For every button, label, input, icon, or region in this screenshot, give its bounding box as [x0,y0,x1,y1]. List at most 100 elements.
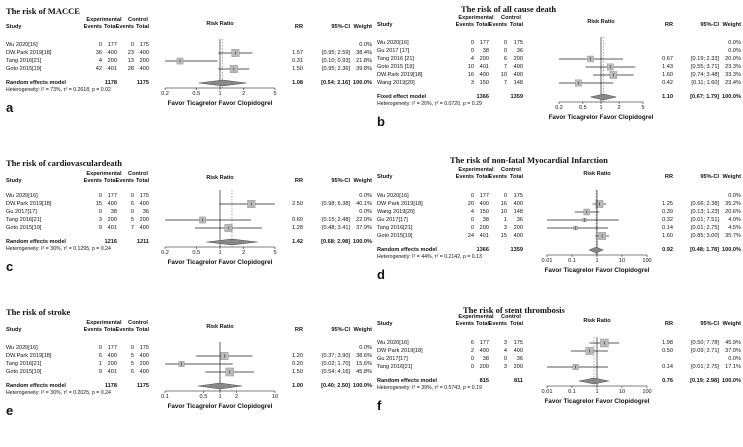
rr-value: 2.50 [292,201,303,207]
weight-value: 37.0% [725,348,741,354]
weight-value: 17.1% [725,364,741,370]
x-tick-label: 5 [273,91,277,97]
weight-value: 0.0% [728,193,741,199]
ctl-events: 0 [503,48,507,54]
ci-value: [0.19; 2.33] [691,56,719,62]
header-experimental: Experimental [86,171,122,177]
x-tick-label: 0.1 [568,258,576,264]
study-name: Gu 2017[17] [377,217,408,223]
ctl-events: 1 [503,217,507,223]
model-ctl-total: 1359 [510,94,523,100]
x-tick-label: 2 [234,394,239,400]
ci-value: [0.01; 7.51] [691,217,719,223]
ctl-total: 400 [139,225,149,231]
header-control: Control [501,167,521,173]
ctl-total: 36 [142,209,149,215]
exp-total: 200 [479,364,489,370]
exp-events: 4 [470,209,474,215]
study-name: Wu 2020[16] [377,40,409,46]
ctl-events: 0 [130,193,134,199]
model-ctl-total: 1175 [136,80,149,86]
favor-label: Favor Ticagrelor Favor Clopidogrel [544,267,650,274]
exp-total: 200 [479,56,489,62]
exp-events: 0 [98,193,102,199]
model-exp-total: 1216 [104,239,117,245]
header-ctl-events: Events [488,174,507,180]
forest-panel-b: The risk of all cause death Experimental C… [373,0,743,148]
study-name: Tang 2016[21] [6,361,42,367]
ctl-events: 3 [503,340,507,346]
ctl-total: 400 [513,201,523,207]
x-tick-label: 1 [218,250,222,256]
header-experimental: Experimental [86,320,122,326]
ctl-total: 400 [139,201,149,207]
panel-letter: f [377,398,382,413]
rr-value: 0.60 [292,217,303,223]
header-ctl-total: Total [510,321,523,327]
model-exp-total: 1178 [104,80,117,86]
study-name: DW.Park 2019[18] [377,72,423,78]
panel-letter: e [6,403,14,418]
weight-value: 0.0% [359,345,372,351]
study-name: Wu 2020[16] [6,42,38,48]
header-risk-ratio: Risk Ratio [206,21,234,27]
header-exp-events: Events [83,327,102,333]
study-name: Tang 2016[21] [377,225,413,231]
exp-events: 0 [470,225,474,231]
exp-events: 0 [98,345,102,351]
ci-value: [0.54; 4.16] [322,369,350,375]
header-study: Study [377,174,393,180]
ctl-total: 200 [139,361,149,367]
study-name: Gu 2017 [17] [377,48,410,54]
header-rr: RR [664,321,673,327]
favor-label: Favor Ticagrelor Favor Clopidogrel [167,259,273,266]
ctl-total: 175 [139,345,149,351]
ctl-total: 148 [513,209,523,215]
exp-total: 401 [479,64,489,70]
header-ci: 95%-CI [700,22,719,28]
exp-total: 38 [482,356,489,362]
forest-panel-c: The risk of cardiovasculardeath Experimen… [2,148,372,296]
rr-value: 0.20 [292,361,303,367]
ctl-events: 3 [503,225,507,231]
ctl-events: 13 [127,58,134,64]
study-name: DW.Park 2019[18] [6,353,52,359]
weight-value: 38.4% [356,50,372,56]
model-ctl-total: 1211 [136,239,149,245]
weight-value: 33.3% [725,72,741,78]
rr-value: 0.14 [662,225,673,231]
header-control: Control [128,17,148,23]
model-label: Random effects model [6,80,66,86]
model-exp-total: 815 [479,378,489,384]
x-tick-label: 0.1 [161,394,169,400]
header-ci: 95%-CI [331,178,350,184]
model-weight: 100.0% [353,383,372,389]
ci-value: [0.66; 2.38] [691,201,719,207]
model-ctl-total: 811 [513,378,523,384]
ctl-total: 175 [139,42,149,48]
x-tick-label: 0.2 [555,105,563,111]
x-tick-label: 0.5 [199,394,208,400]
ctl-events: 7 [503,80,507,86]
ci-value: [0.15; 2.48] [322,217,350,223]
weight-value: 39.8% [356,66,372,72]
rr-value: 0.31 [292,58,303,64]
exp-events: 36 [95,50,102,56]
exp-events: 16 [467,72,474,78]
panel-letter: b [377,114,385,129]
x-tick-label: 10 [618,258,626,264]
header-experimental: Experimental [458,167,494,173]
pooled-diamond [588,246,604,254]
weight-value: 45.9% [725,340,741,346]
exp-total: 200 [107,58,117,64]
ctl-total: 400 [139,369,149,375]
header-weight: Weight [722,321,741,327]
ctl-total: 400 [139,353,149,359]
study-name: Tang 2016 [21] [377,56,415,62]
rr-value: 0.50 [662,348,673,354]
ctl-total: 175 [513,193,523,199]
x-tick-label: 10 [271,394,279,400]
exp-total: 200 [107,217,117,223]
weight-value: 40.1% [356,201,372,207]
exp-total: 401 [107,225,117,231]
